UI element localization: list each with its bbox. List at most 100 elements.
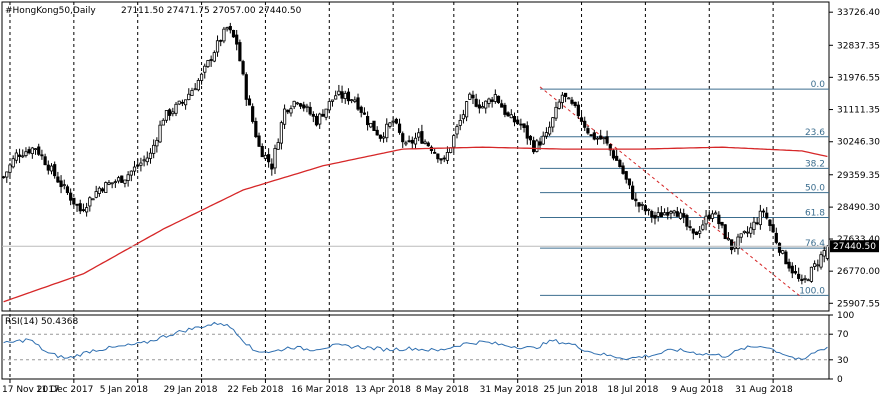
candle-body	[273, 148, 277, 169]
candle-body	[378, 134, 382, 139]
candle-body	[404, 142, 408, 145]
candle-body	[324, 108, 328, 118]
candle-body	[742, 230, 746, 234]
candle-body	[46, 164, 50, 171]
candle-body	[675, 211, 679, 217]
candle-body	[417, 132, 421, 138]
candle-body	[126, 174, 130, 181]
price-panel: 33726.40 32837.35 31976.55 31111.35 30246.30…	[1, 1, 880, 379]
candle-body	[490, 99, 494, 102]
candle-body	[781, 250, 785, 254]
candle-body	[548, 126, 552, 135]
y-tick-label: 31111.35	[837, 106, 880, 116]
candle-body	[212, 52, 216, 62]
candle-body	[407, 140, 411, 143]
candle-body	[803, 277, 807, 280]
candle-body	[602, 137, 606, 140]
candle-body	[88, 197, 92, 207]
candle-body	[464, 101, 469, 118]
candle-body	[768, 219, 772, 226]
candle-body	[583, 120, 587, 128]
candle-body	[110, 182, 114, 185]
candle-body	[129, 170, 133, 176]
fib-level-label: 0.0	[811, 80, 826, 90]
rsi-tick-label: 30	[837, 356, 849, 366]
moving-average-line	[3, 146, 828, 303]
candle-body	[356, 97, 360, 110]
candle-body	[40, 154, 44, 157]
candle-body	[541, 135, 545, 145]
candle-body	[653, 215, 657, 219]
candle-body	[164, 110, 169, 121]
candle-body	[65, 186, 70, 193]
candle-body	[678, 212, 683, 219]
x-tick-label: 31 Aug 2018	[735, 385, 793, 395]
candle-body	[445, 152, 450, 161]
rsi-tick-label: 100	[837, 311, 854, 321]
candle-body	[247, 98, 252, 106]
fib-level-label: 38.2	[805, 159, 825, 169]
candle-body	[292, 100, 296, 108]
rsi-tick-label: 70	[837, 330, 849, 340]
candle-body	[116, 177, 121, 182]
candle-body	[615, 155, 619, 161]
candle-body	[180, 101, 185, 104]
candle-body	[187, 93, 191, 100]
candle-body	[139, 162, 143, 166]
candle-body	[790, 265, 794, 274]
candle-body	[33, 148, 38, 151]
candle-body	[592, 132, 596, 140]
candle-body	[289, 108, 293, 114]
candle-body	[765, 212, 769, 219]
candle-body	[311, 113, 315, 117]
candle-body	[177, 100, 181, 105]
candle-body	[595, 137, 600, 140]
rsi-title: RSI(14) 50.4368	[5, 317, 78, 327]
candle-body	[161, 119, 165, 126]
candle-body	[659, 212, 663, 218]
x-tick-label: 29 Jan 2018	[164, 385, 218, 395]
candle-body	[567, 97, 571, 100]
candle-body	[225, 27, 229, 30]
candle-body	[461, 114, 465, 120]
candle-body	[155, 139, 159, 147]
candle-body	[646, 208, 651, 211]
candle-body	[391, 120, 395, 123]
candle-body	[30, 147, 34, 155]
candle-body	[720, 221, 724, 226]
candle-body	[516, 119, 520, 125]
candle-body	[496, 95, 501, 104]
candle-body	[21, 155, 25, 158]
fib-level-label: 100.0	[799, 286, 825, 296]
candle-body	[1, 176, 6, 179]
candle-body	[436, 153, 440, 160]
candle-body	[573, 101, 577, 107]
fib-level-label: 23.6	[805, 128, 825, 138]
candle-body	[107, 182, 111, 185]
candle-body	[538, 141, 542, 146]
candle-body	[286, 109, 290, 113]
x-tick-label: 25 Jun 2018	[544, 385, 598, 395]
candle-body	[123, 179, 127, 184]
candle-body	[81, 209, 86, 211]
candle-body	[656, 212, 660, 217]
candle-body	[298, 103, 303, 107]
candle-body	[458, 120, 462, 126]
candle-body	[468, 93, 472, 100]
x-tick-label: 22 Feb 2018	[227, 385, 283, 395]
candle-body	[279, 122, 283, 144]
y-tick-label: 28490.30	[837, 203, 880, 213]
candle-body	[442, 157, 446, 160]
candle-body	[528, 135, 533, 141]
candle-body	[714, 212, 718, 215]
candle-body	[599, 135, 603, 140]
candle-body	[503, 104, 507, 115]
candle-body	[260, 146, 264, 158]
candle-body	[62, 184, 66, 187]
candle-body	[525, 125, 529, 139]
candle-body	[14, 152, 18, 161]
candle-body	[557, 101, 561, 109]
candle-body	[586, 128, 590, 134]
